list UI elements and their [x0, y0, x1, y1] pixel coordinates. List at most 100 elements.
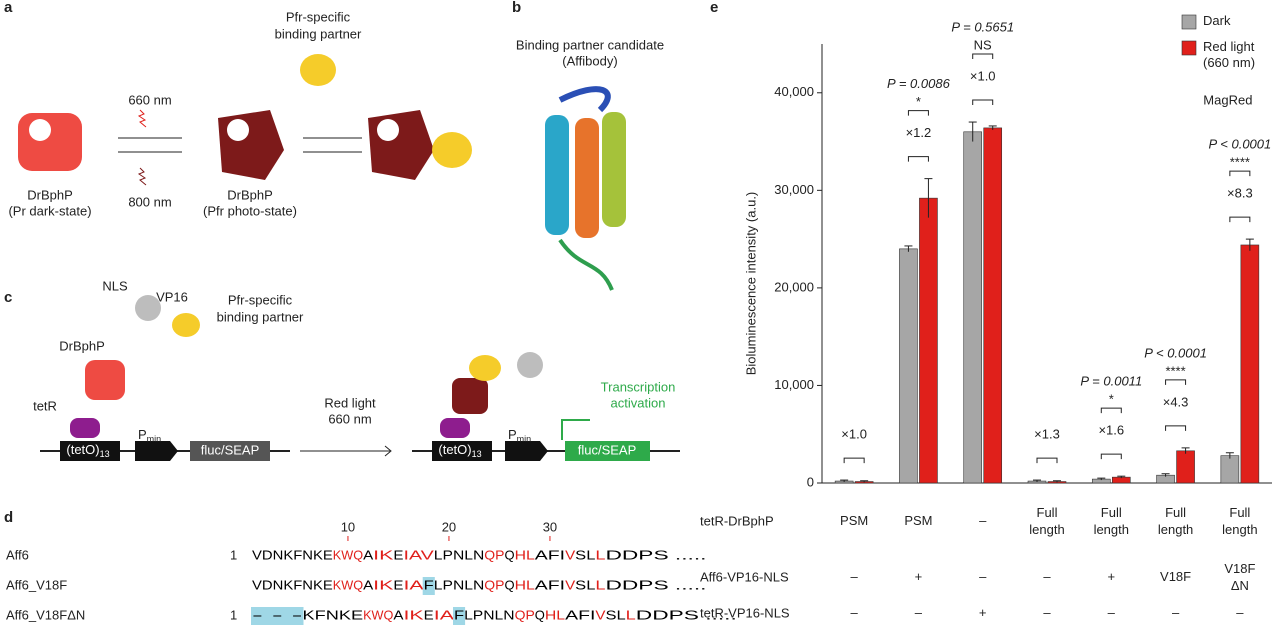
table-cell: –: [979, 513, 987, 528]
sequence-segment: KWQ: [333, 547, 363, 562]
table-cell: V18F: [1160, 569, 1191, 584]
cell-line: V18F: [1160, 569, 1191, 584]
sequence-segment: A: [393, 607, 403, 622]
row-name: tetR-VP16-NLS: [700, 605, 790, 620]
sequence-segment: HL: [545, 607, 565, 622]
legend-swatch: [1181, 40, 1197, 56]
bracket: [972, 53, 994, 60]
table-cell: –: [1236, 605, 1244, 620]
state-label: DrBphP: [27, 187, 73, 202]
state-label: (Pfr photo-state): [203, 203, 297, 218]
fold-change: ×1.3: [1034, 427, 1060, 442]
row-name: tetR-DrBphP: [700, 513, 774, 528]
pmin: [505, 441, 548, 461]
fold-change: ×1.0: [841, 427, 867, 442]
p-value: P = 0.5651: [951, 19, 1014, 34]
p-value: P < 0.0001: [1144, 345, 1207, 360]
position-label: 30: [543, 519, 557, 534]
sequence-segment: VDNKFNKE: [252, 577, 333, 592]
nls-label: NLS: [102, 278, 128, 293]
sequence-segment: VDNKFNKE: [252, 547, 333, 562]
y-tick-label: 30,000: [774, 182, 814, 197]
partner: [432, 132, 472, 168]
bar: [919, 197, 938, 484]
panel-label: e: [710, 0, 718, 16]
legend-line: Red light: [1203, 39, 1255, 54]
table-cell: Full length: [1158, 505, 1193, 537]
row-name: Aff6_V18FΔN: [6, 607, 85, 622]
bar: [899, 248, 918, 484]
p-value: P = 0.0086: [887, 76, 951, 91]
wavelength: 800 nm: [128, 194, 171, 209]
sequence-segment: KFNKE: [303, 607, 364, 622]
sequence-segment: L: [595, 577, 605, 592]
legend-line: Dark: [1203, 13, 1231, 28]
pmin: [135, 441, 178, 461]
sequence-segment: IA: [434, 607, 455, 622]
drbphp: [85, 360, 125, 400]
sequence-segment: V: [595, 607, 605, 622]
teto: [60, 441, 120, 461]
tetr: [70, 418, 100, 438]
panel-title: (Affibody): [562, 53, 617, 68]
sequence-segment: L: [595, 547, 605, 562]
loop: [558, 238, 614, 291]
cell-line: length: [1029, 522, 1064, 537]
teto-sub: 13: [100, 449, 110, 459]
table-cell: Full length: [1222, 505, 1257, 537]
cell-line: +: [979, 605, 987, 620]
light-label: Red light: [324, 395, 376, 410]
fold-change: ×1.6: [1098, 423, 1124, 438]
legend-line: (660 nm): [1203, 55, 1255, 70]
tetr-label: tetR: [33, 398, 57, 413]
legend-label: Red light (660 nm): [1203, 39, 1255, 70]
sequence-segment: AFI: [535, 547, 565, 562]
table-cell: +: [979, 605, 987, 620]
sequence-segment: IA: [404, 577, 425, 592]
helix: [558, 86, 611, 113]
bracket: [907, 156, 929, 162]
bracket: [1100, 453, 1122, 460]
row-name: Aff6-VP16-NLS: [700, 569, 789, 584]
sequence-segment: HL: [515, 547, 535, 562]
table-cell: +: [1107, 569, 1115, 584]
table-cell: –: [1172, 605, 1180, 620]
row-start: 1: [230, 607, 237, 622]
table-cell: PSM: [904, 513, 932, 528]
cell-line: –: [1043, 569, 1051, 584]
table-cell: V18F ΔN: [1224, 561, 1255, 593]
panel-label: a: [4, 0, 13, 16]
cell-line: –: [1236, 605, 1244, 620]
fold-change: ×1.0: [970, 68, 996, 83]
cell-line: –: [851, 569, 859, 584]
bracket: [1229, 216, 1251, 223]
y-tick-label: 0: [807, 474, 814, 489]
pmin-label: Pmin: [508, 427, 531, 444]
sequence-segment: DDPS .....: [606, 577, 707, 592]
bar: [1176, 450, 1195, 484]
panel-label: b: [512, 0, 521, 16]
sequence-segment: SL: [575, 547, 595, 562]
panel-label: d: [4, 509, 13, 526]
highlight: [453, 607, 466, 625]
sequence-segment: A: [363, 547, 373, 562]
p-value: P < 0.0001: [1208, 137, 1271, 152]
fold-change: ×4.3: [1163, 394, 1189, 409]
sequence-segment: LPNLN: [434, 577, 485, 592]
helix: [545, 115, 569, 235]
cell-line: PSM: [840, 513, 868, 528]
sequence-segment: QP: [484, 577, 504, 592]
chromophore: [227, 119, 249, 141]
sequence-segment: KWQ: [363, 607, 393, 622]
table-cell: –: [1043, 569, 1051, 584]
y-tick-label: 20,000: [774, 279, 814, 294]
cell-line: Full: [1101, 505, 1122, 520]
cell-line: PSM: [904, 513, 932, 528]
pr-state: [18, 113, 82, 171]
significance: ****: [1165, 363, 1185, 378]
reporter: [565, 441, 650, 461]
helix: [602, 112, 626, 227]
teto-main: (tetO): [438, 442, 471, 457]
